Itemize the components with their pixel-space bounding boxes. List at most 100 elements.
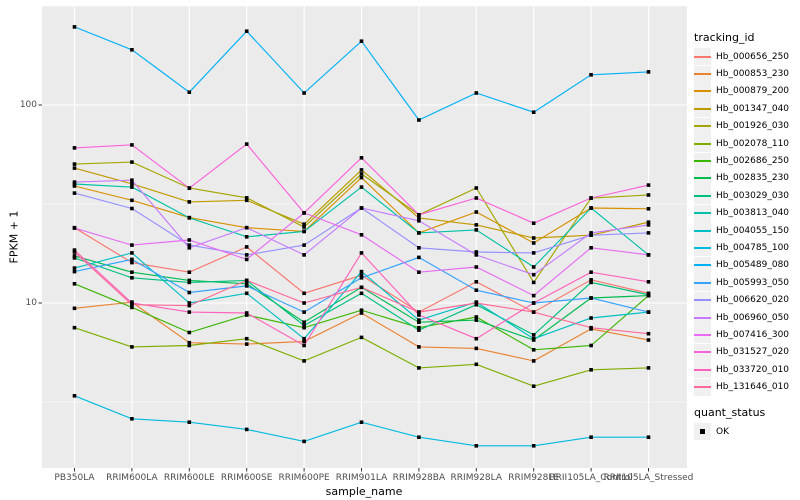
data-point-marker bbox=[359, 168, 364, 172]
data-point-marker bbox=[417, 320, 421, 324]
data-point-marker bbox=[531, 348, 536, 352]
data-point-marker bbox=[187, 278, 192, 283]
data-point-marker bbox=[244, 245, 249, 249]
data-point-marker bbox=[474, 280, 479, 284]
legend-line-swatch bbox=[694, 177, 711, 180]
legend-item: Hb_002835_230 bbox=[694, 169, 798, 187]
data-point-marker bbox=[474, 250, 479, 254]
data-point-marker bbox=[244, 196, 249, 200]
data-point-marker bbox=[302, 439, 306, 444]
data-point-marker bbox=[244, 311, 249, 315]
data-point-marker bbox=[130, 143, 134, 147]
data-point-marker bbox=[646, 435, 651, 439]
data-point-marker bbox=[130, 417, 134, 421]
legend-line-swatch bbox=[694, 386, 711, 389]
legend-item: Hb_000656_250 bbox=[694, 48, 798, 66]
data-point-marker bbox=[589, 435, 593, 439]
legend-key bbox=[694, 274, 711, 292]
data-point-marker bbox=[531, 444, 536, 448]
x-tick-label: RRIM600LA bbox=[106, 473, 158, 483]
data-point-marker bbox=[589, 73, 593, 77]
legend-line-swatch bbox=[694, 125, 711, 128]
data-point-marker bbox=[302, 310, 306, 314]
x-axis-title: sample_name bbox=[325, 485, 403, 498]
data-point-marker bbox=[244, 427, 249, 432]
data-point-marker bbox=[417, 310, 421, 314]
data-point-marker bbox=[244, 257, 249, 262]
data-point-marker bbox=[72, 256, 77, 260]
legend-item: Hb_003813_040 bbox=[694, 204, 798, 222]
data-point-marker bbox=[474, 223, 479, 227]
legend-key bbox=[694, 48, 711, 66]
data-point-marker bbox=[359, 269, 364, 274]
data-point-marker bbox=[244, 225, 249, 230]
data-point-marker bbox=[244, 29, 249, 33]
quant-status-legend: quant_status OK bbox=[694, 405, 798, 440]
data-point-marker bbox=[646, 280, 651, 284]
data-point-marker bbox=[646, 253, 651, 257]
legend-item: Hb_002686_250 bbox=[694, 152, 798, 170]
data-point-marker bbox=[589, 270, 593, 274]
x-tick-label: RRIM600PE bbox=[278, 473, 330, 483]
legend-key bbox=[694, 135, 711, 153]
data-point-marker bbox=[359, 420, 364, 424]
data-point-marker bbox=[646, 231, 651, 235]
data-point-marker bbox=[474, 315, 479, 319]
square-point-icon bbox=[700, 429, 705, 434]
data-point-marker bbox=[359, 185, 364, 189]
data-point-marker bbox=[72, 282, 77, 286]
data-point-marker bbox=[646, 366, 651, 370]
data-point-marker bbox=[72, 325, 77, 330]
legend-line-swatch bbox=[694, 229, 711, 232]
data-point-marker bbox=[187, 301, 192, 305]
data-point-marker bbox=[474, 288, 479, 292]
data-point-marker bbox=[72, 191, 77, 195]
legend-key bbox=[694, 222, 711, 240]
data-point-marker bbox=[531, 333, 536, 337]
data-point-marker bbox=[417, 255, 421, 260]
data-point-marker bbox=[302, 359, 306, 363]
legend-item: Hb_033720_010 bbox=[694, 361, 798, 379]
legend-item-label: Hb_005489_080 bbox=[716, 260, 790, 271]
data-point-marker bbox=[244, 284, 249, 288]
legend-line-swatch bbox=[694, 73, 711, 76]
legend-title-quant-status: quant_status bbox=[694, 405, 766, 419]
data-point-marker bbox=[72, 254, 77, 258]
data-point-marker bbox=[646, 331, 651, 336]
legend-item-label: Hb_001347_040 bbox=[716, 103, 790, 114]
legend-item-quant-ok: OK bbox=[694, 423, 798, 440]
data-point-marker bbox=[302, 253, 306, 257]
data-point-marker bbox=[359, 308, 364, 312]
data-point-marker bbox=[589, 280, 593, 285]
legend-line-swatch bbox=[694, 194, 711, 197]
data-point-marker bbox=[359, 251, 364, 255]
data-point-marker bbox=[244, 342, 249, 346]
legend-item-label: Hb_003813_040 bbox=[716, 208, 790, 219]
data-point-marker bbox=[130, 160, 134, 164]
data-point-marker bbox=[359, 291, 364, 296]
data-point-marker bbox=[302, 229, 306, 234]
data-point-marker bbox=[187, 186, 192, 190]
legend-item-label: Hb_000656_250 bbox=[716, 51, 790, 62]
data-point-marker bbox=[72, 248, 77, 252]
data-point-marker bbox=[302, 339, 306, 344]
legend-item: Hb_000853_230 bbox=[694, 65, 798, 83]
legend-title-tracking-id: tracking_id bbox=[694, 31, 755, 44]
data-point-marker bbox=[417, 328, 421, 332]
tracking-legend-items: Hb_000656_250 Hb_000853_230 Hb_000879_200 H… bbox=[694, 48, 798, 396]
data-point-marker bbox=[130, 185, 134, 189]
legend-key bbox=[694, 82, 711, 100]
legend-item-label: Hb_002835_230 bbox=[716, 173, 790, 184]
data-point-marker bbox=[302, 320, 306, 324]
data-point-marker bbox=[302, 336, 306, 341]
x-tick-label: RRIM928BA bbox=[392, 473, 446, 483]
legend-item: Hb_007416_300 bbox=[694, 326, 798, 344]
data-point-marker bbox=[531, 110, 536, 114]
data-point-marker bbox=[72, 250, 77, 254]
data-point-marker bbox=[531, 293, 536, 298]
legend-item-label: OK bbox=[716, 426, 729, 437]
legend-key bbox=[694, 291, 711, 309]
legend-key bbox=[694, 187, 711, 205]
data-point-marker bbox=[359, 311, 364, 315]
legend-key bbox=[694, 204, 711, 222]
